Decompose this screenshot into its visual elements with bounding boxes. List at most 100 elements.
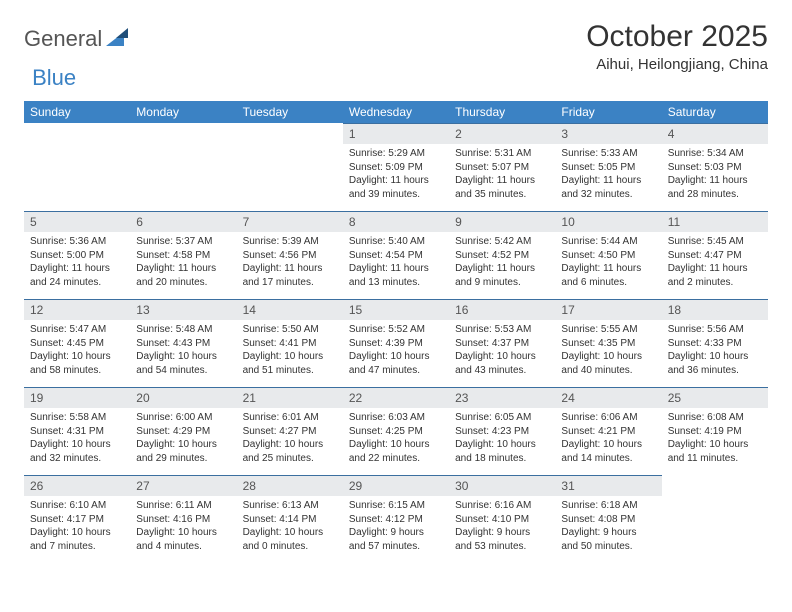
- calendar-cell: 24Sunrise: 6:06 AMSunset: 4:21 PMDayligh…: [555, 387, 661, 475]
- day-number: 16: [449, 299, 555, 320]
- calendar-cell-empty: [237, 123, 343, 211]
- calendar-cell: 20Sunrise: 6:00 AMSunset: 4:29 PMDayligh…: [130, 387, 236, 475]
- day-info: Sunrise: 5:58 AMSunset: 4:31 PMDaylight:…: [24, 408, 130, 471]
- calendar-page: General October 2025 Aihui, Heilongjiang…: [0, 0, 792, 583]
- location-text: Aihui, Heilongjiang, China: [586, 56, 768, 73]
- day-number: 21: [237, 387, 343, 408]
- day-number: 9: [449, 211, 555, 232]
- calendar-row: 26Sunrise: 6:10 AMSunset: 4:17 PMDayligh…: [24, 475, 768, 563]
- day-number: 22: [343, 387, 449, 408]
- calendar-cell: 2Sunrise: 5:31 AMSunset: 5:07 PMDaylight…: [449, 123, 555, 211]
- day-number: 19: [24, 387, 130, 408]
- day-number: 25: [662, 387, 768, 408]
- day-info: Sunrise: 6:16 AMSunset: 4:10 PMDaylight:…: [449, 496, 555, 559]
- brand-triangle-icon: [106, 28, 128, 51]
- day-info: Sunrise: 6:00 AMSunset: 4:29 PMDaylight:…: [130, 408, 236, 471]
- day-number: 7: [237, 211, 343, 232]
- day-number: 5: [24, 211, 130, 232]
- calendar-cell: 29Sunrise: 6:15 AMSunset: 4:12 PMDayligh…: [343, 475, 449, 563]
- calendar-cell: 13Sunrise: 5:48 AMSunset: 4:43 PMDayligh…: [130, 299, 236, 387]
- day-info: Sunrise: 5:36 AMSunset: 5:00 PMDaylight:…: [24, 232, 130, 295]
- day-info: Sunrise: 5:48 AMSunset: 4:43 PMDaylight:…: [130, 320, 236, 383]
- day-info: Sunrise: 5:47 AMSunset: 4:45 PMDaylight:…: [24, 320, 130, 383]
- day-number: 31: [555, 475, 661, 496]
- month-title: October 2025: [586, 20, 768, 54]
- title-block: October 2025 Aihui, Heilongjiang, China: [586, 20, 768, 73]
- calendar-cell-empty: [662, 475, 768, 563]
- day-info: Sunrise: 6:05 AMSunset: 4:23 PMDaylight:…: [449, 408, 555, 471]
- calendar-cell: 1Sunrise: 5:29 AMSunset: 5:09 PMDaylight…: [343, 123, 449, 211]
- day-number: 23: [449, 387, 555, 408]
- calendar-row: 5Sunrise: 5:36 AMSunset: 5:00 PMDaylight…: [24, 211, 768, 299]
- day-info: Sunrise: 5:34 AMSunset: 5:03 PMDaylight:…: [662, 144, 768, 207]
- calendar-cell: 5Sunrise: 5:36 AMSunset: 5:00 PMDaylight…: [24, 211, 130, 299]
- day-number: 6: [130, 211, 236, 232]
- weekday-header: Monday: [130, 101, 236, 123]
- brand-logo: General: [24, 20, 130, 52]
- day-number: 29: [343, 475, 449, 496]
- day-number: 24: [555, 387, 661, 408]
- day-info: Sunrise: 5:40 AMSunset: 4:54 PMDaylight:…: [343, 232, 449, 295]
- day-info: Sunrise: 5:31 AMSunset: 5:07 PMDaylight:…: [449, 144, 555, 207]
- day-info: Sunrise: 5:45 AMSunset: 4:47 PMDaylight:…: [662, 232, 768, 295]
- day-number: 3: [555, 123, 661, 144]
- day-number: 11: [662, 211, 768, 232]
- calendar-cell: 16Sunrise: 5:53 AMSunset: 4:37 PMDayligh…: [449, 299, 555, 387]
- day-number: 27: [130, 475, 236, 496]
- calendar-cell: 28Sunrise: 6:13 AMSunset: 4:14 PMDayligh…: [237, 475, 343, 563]
- day-info: Sunrise: 5:44 AMSunset: 4:50 PMDaylight:…: [555, 232, 661, 295]
- day-number: 18: [662, 299, 768, 320]
- calendar-cell-empty: [24, 123, 130, 211]
- calendar-cell: 10Sunrise: 5:44 AMSunset: 4:50 PMDayligh…: [555, 211, 661, 299]
- day-info: Sunrise: 6:11 AMSunset: 4:16 PMDaylight:…: [130, 496, 236, 559]
- calendar-table: SundayMondayTuesdayWednesdayThursdayFrid…: [24, 101, 768, 563]
- day-info: Sunrise: 5:39 AMSunset: 4:56 PMDaylight:…: [237, 232, 343, 295]
- day-info: Sunrise: 6:10 AMSunset: 4:17 PMDaylight:…: [24, 496, 130, 559]
- calendar-cell: 11Sunrise: 5:45 AMSunset: 4:47 PMDayligh…: [662, 211, 768, 299]
- day-number: 8: [343, 211, 449, 232]
- calendar-cell: 30Sunrise: 6:16 AMSunset: 4:10 PMDayligh…: [449, 475, 555, 563]
- day-info: Sunrise: 6:01 AMSunset: 4:27 PMDaylight:…: [237, 408, 343, 471]
- day-number: 30: [449, 475, 555, 496]
- calendar-cell: 7Sunrise: 5:39 AMSunset: 4:56 PMDaylight…: [237, 211, 343, 299]
- weekday-header: Sunday: [24, 101, 130, 123]
- day-info: Sunrise: 6:13 AMSunset: 4:14 PMDaylight:…: [237, 496, 343, 559]
- day-number: 28: [237, 475, 343, 496]
- weekday-header: Wednesday: [343, 101, 449, 123]
- day-number: 13: [130, 299, 236, 320]
- calendar-cell: 25Sunrise: 6:08 AMSunset: 4:19 PMDayligh…: [662, 387, 768, 475]
- day-info: Sunrise: 6:08 AMSunset: 4:19 PMDaylight:…: [662, 408, 768, 471]
- calendar-cell: 15Sunrise: 5:52 AMSunset: 4:39 PMDayligh…: [343, 299, 449, 387]
- day-info: Sunrise: 5:33 AMSunset: 5:05 PMDaylight:…: [555, 144, 661, 207]
- calendar-cell-empty: [130, 123, 236, 211]
- day-info: Sunrise: 6:06 AMSunset: 4:21 PMDaylight:…: [555, 408, 661, 471]
- day-info: Sunrise: 6:18 AMSunset: 4:08 PMDaylight:…: [555, 496, 661, 559]
- calendar-cell: 23Sunrise: 6:05 AMSunset: 4:23 PMDayligh…: [449, 387, 555, 475]
- calendar-cell: 18Sunrise: 5:56 AMSunset: 4:33 PMDayligh…: [662, 299, 768, 387]
- day-info: Sunrise: 5:29 AMSunset: 5:09 PMDaylight:…: [343, 144, 449, 207]
- calendar-cell: 8Sunrise: 5:40 AMSunset: 4:54 PMDaylight…: [343, 211, 449, 299]
- day-number: 17: [555, 299, 661, 320]
- calendar-cell: 22Sunrise: 6:03 AMSunset: 4:25 PMDayligh…: [343, 387, 449, 475]
- brand-blue: Blue: [32, 65, 76, 91]
- day-number: 15: [343, 299, 449, 320]
- calendar-cell: 12Sunrise: 5:47 AMSunset: 4:45 PMDayligh…: [24, 299, 130, 387]
- calendar-cell: 17Sunrise: 5:55 AMSunset: 4:35 PMDayligh…: [555, 299, 661, 387]
- calendar-cell: 6Sunrise: 5:37 AMSunset: 4:58 PMDaylight…: [130, 211, 236, 299]
- day-number: 1: [343, 123, 449, 144]
- day-number: 26: [24, 475, 130, 496]
- calendar-cell: 4Sunrise: 5:34 AMSunset: 5:03 PMDaylight…: [662, 123, 768, 211]
- calendar-row: 19Sunrise: 5:58 AMSunset: 4:31 PMDayligh…: [24, 387, 768, 475]
- weekday-header: Tuesday: [237, 101, 343, 123]
- day-number: 2: [449, 123, 555, 144]
- calendar-cell: 19Sunrise: 5:58 AMSunset: 4:31 PMDayligh…: [24, 387, 130, 475]
- day-info: Sunrise: 6:15 AMSunset: 4:12 PMDaylight:…: [343, 496, 449, 559]
- day-info: Sunrise: 5:42 AMSunset: 4:52 PMDaylight:…: [449, 232, 555, 295]
- calendar-head: SundayMondayTuesdayWednesdayThursdayFrid…: [24, 101, 768, 123]
- weekday-header: Saturday: [662, 101, 768, 123]
- day-number: 10: [555, 211, 661, 232]
- day-number: 12: [24, 299, 130, 320]
- day-info: Sunrise: 5:55 AMSunset: 4:35 PMDaylight:…: [555, 320, 661, 383]
- day-info: Sunrise: 5:50 AMSunset: 4:41 PMDaylight:…: [237, 320, 343, 383]
- calendar-cell: 21Sunrise: 6:01 AMSunset: 4:27 PMDayligh…: [237, 387, 343, 475]
